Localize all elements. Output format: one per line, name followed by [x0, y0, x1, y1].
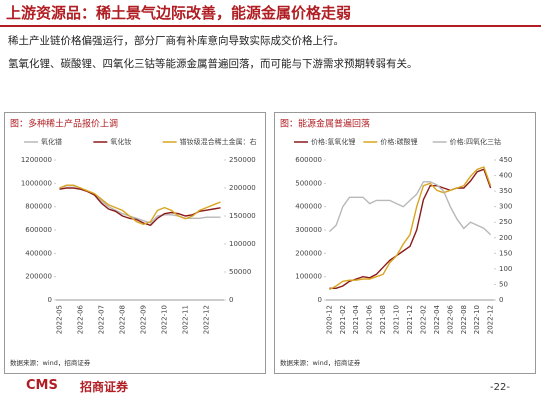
y-tick-label: 200000 — [25, 273, 52, 281]
x-tick-label: 2021-06 — [366, 304, 374, 334]
chart-title: 图：能源金属普遍回落 — [280, 118, 370, 130]
legend-label: 氧化钕 — [110, 137, 131, 146]
x-tick-label: 2022-07 — [98, 305, 106, 334]
chart-title: 图：多种稀土产品报价上调 — [10, 118, 118, 130]
y-tick-label: 0 — [318, 296, 322, 304]
x-tick-label: 2021-04 — [352, 304, 360, 334]
y2-tick-label: 250 — [499, 218, 512, 226]
x-tick-label: 2022-10 — [161, 305, 169, 334]
x-tick-label: 2022-09 — [140, 305, 148, 334]
y2-tick-label: 150 — [499, 249, 512, 257]
y2-tick-label: 50 — [499, 280, 508, 288]
y-tick-label: 1000000 — [21, 179, 52, 187]
source: 数据来源：wind，招商证券 — [10, 358, 91, 367]
x-tick-label: 2020-12 — [325, 305, 333, 334]
x-tick-label: 2022-05 — [56, 305, 64, 334]
y-tick-label: 0 — [48, 296, 52, 304]
x-tick-label: 2022-08 — [460, 305, 468, 334]
bullet: 氢氧化锂、碳酸锂、四氧化三钴等能源金属普遍回落，而可能与下游需求预期转弱有关。 — [8, 58, 418, 70]
source: 数据来源：wind，招商证券 — [280, 358, 361, 367]
slide-title: 上游资源品：稀土景气边际改善，能源金属价格走弱 — [6, 4, 352, 22]
y2-tick-label: 200 — [499, 234, 512, 242]
x-tick-label: 2021-08 — [379, 305, 387, 334]
x-tick-label: 2021-12 — [406, 305, 414, 334]
x-tick-label: 2021-02 — [339, 305, 347, 334]
y2-tick-label: 450 — [499, 156, 512, 164]
series-line — [328, 181, 492, 236]
legend-label: 镨钕级混合稀土金属：右 — [180, 137, 257, 146]
y-tick-label: 600000 — [295, 156, 322, 164]
series-line — [59, 185, 221, 224]
y2-tick-label: 250000 — [229, 156, 256, 164]
x-tick-label: 2022-12 — [487, 305, 495, 334]
legend-label: 价格:碳酸锂 — [380, 137, 417, 146]
y2-tick-label: 100000 — [229, 240, 256, 248]
series-line — [329, 168, 492, 289]
chart-frame — [4, 112, 266, 374]
x-tick-label: 2022-12 — [203, 305, 211, 334]
title-rule — [0, 25, 541, 27]
x-tick-label: 2022-11 — [182, 305, 190, 334]
y-tick-label: 300000 — [295, 226, 322, 234]
y2-tick-label: 100 — [499, 265, 512, 273]
brand: 招商证券 — [80, 380, 129, 394]
legend-label: 氧化镨 — [41, 137, 62, 146]
y2-tick-label: 150000 — [229, 212, 256, 220]
y2-tick-label: 0 — [229, 296, 233, 304]
legend-label: 价格:四氧化三钴 — [450, 137, 501, 146]
y2-tick-label: 350 — [499, 187, 512, 195]
y-tick-label: 500000 — [295, 179, 322, 187]
x-tick-label: 2022-04 — [433, 304, 441, 334]
x-tick-label: 2022-02 — [419, 305, 427, 334]
y2-tick-label: 400 — [499, 172, 512, 180]
x-tick-label: 2022-06 — [77, 304, 85, 334]
series-line — [59, 184, 221, 226]
x-tick-label: 2022-06 — [446, 304, 454, 334]
y2-tick-label: 300 — [499, 203, 512, 211]
logo: CMS — [26, 378, 58, 393]
x-tick-label: 2021-10 — [393, 305, 401, 334]
y2-tick-label: 200000 — [229, 184, 256, 192]
page-number: -22- — [490, 382, 510, 393]
x-tick-label: 2022-08 — [119, 305, 127, 334]
y-tick-label: 800000 — [25, 203, 52, 211]
y-tick-label: 400000 — [25, 249, 52, 257]
chart-frame — [274, 112, 536, 374]
y-tick-label: 200000 — [295, 249, 322, 257]
legend-label: 价格:氢氧化锂 — [311, 137, 355, 146]
bullet: 稀土产业链价格偏强运行，部分厂商有补库意向导致实际成交价格上行。 — [8, 35, 344, 47]
y-tick-label: 1200000 — [21, 156, 52, 164]
y2-tick-label: 0 — [499, 296, 503, 304]
y2-tick-label: 50000 — [229, 268, 251, 276]
y-tick-label: 100000 — [295, 273, 322, 281]
y-tick-label: 400000 — [295, 203, 322, 211]
y-tick-label: 600000 — [25, 226, 52, 234]
series-line — [329, 166, 492, 291]
x-tick-label: 2022-10 — [473, 305, 481, 334]
